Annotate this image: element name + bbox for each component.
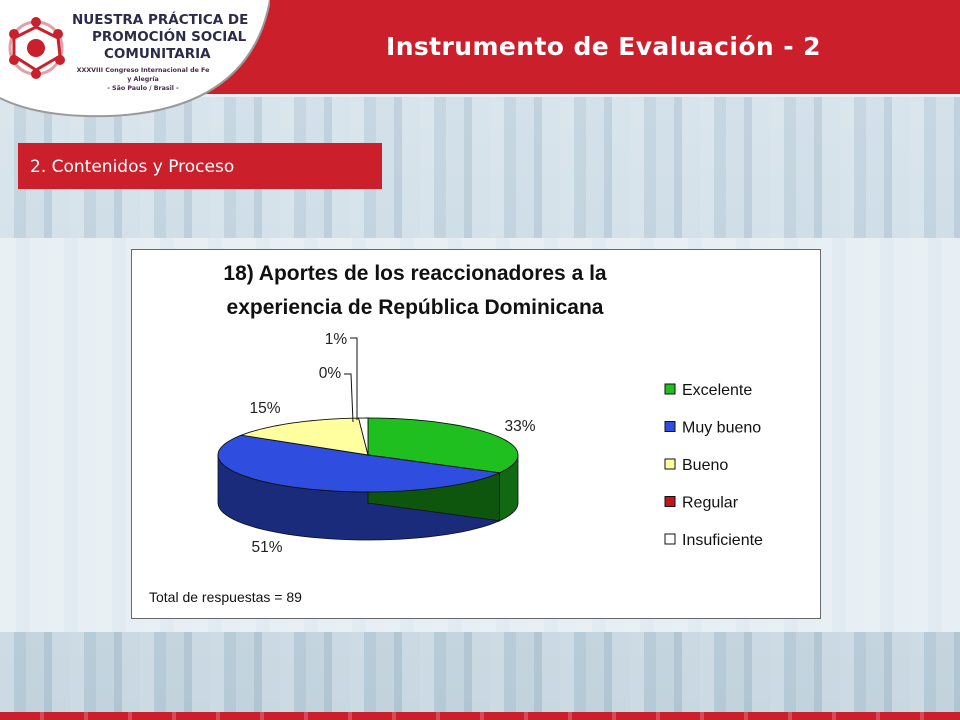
chart-frame: 18) Aportes de los reaccionadores a la e…	[131, 249, 821, 619]
pie-slice-excelente	[367, 417, 519, 474]
logo-line-3: COMUNITARIA	[104, 46, 211, 62]
pie-slice-muy-bueno	[217, 434, 502, 493]
logo-subtitle-1: XXXVIII Congreso Internacional de Fe y A…	[76, 67, 210, 83]
logo-subtitle-2: - São Paulo / Brasil -	[107, 85, 179, 92]
slice-labels: 33% 51% 15% 0% 1%	[249, 331, 535, 556]
slice-label-muy-bueno: 51%	[251, 539, 282, 556]
slice-label-bueno: 15%	[249, 400, 280, 417]
logo: NUESTRA PRÁCTICA DE PROMOCIÓN SOCIAL COM…	[0, 0, 271, 120]
logo-line-2: PROMOCIÓN SOCIAL	[92, 29, 247, 45]
legend: Excelente Muy bueno Bueno Regular Insuficien…	[664, 382, 763, 549]
legend-swatch-bueno	[664, 458, 676, 470]
legend-label-bueno: Bueno	[682, 457, 728, 474]
section-label: 2. Contenidos y Proceso	[30, 157, 235, 177]
legend-swatch-excelente	[664, 383, 676, 395]
logo-emblem	[0, 0, 271, 118]
slice-label-insuficiente: 1%	[325, 331, 348, 348]
legend-swatch-muy-bueno	[664, 421, 676, 432]
slide-title: Instrumento de Evaluación - 2	[386, 32, 821, 61]
chart-title-line-2: experiencia de República Dominicana	[227, 296, 604, 319]
pie-slices	[217, 417, 519, 541]
legend-label-regular: Regular	[682, 495, 739, 512]
pie-slice-bueno	[239, 417, 369, 456]
footer-line	[0, 712, 960, 720]
chart-footnote: Total de respuestas = 89	[149, 589, 302, 605]
chart-title-line-1: 18) Aportes de los reaccionadores a la	[223, 262, 607, 285]
slice-label-excelente: 33%	[504, 418, 535, 435]
logo-line-1: NUESTRA PRÁCTICA DE	[72, 12, 249, 28]
legend-label-insuficiente: Insuficiente	[682, 532, 763, 549]
legend-label-muy-bueno: Muy bueno	[682, 420, 761, 437]
slice-label-regular: 0%	[319, 365, 342, 382]
section-tab: 2. Contenidos y Proceso	[18, 143, 382, 189]
legend-swatch-regular	[664, 496, 676, 507]
logo-wordmark: NUESTRA PRÁCTICA DE PROMOCIÓN SOCIAL COM…	[72, 12, 248, 63]
pie-slice-insuficiente	[358, 417, 369, 456]
leader-line-insuficiente	[350, 337, 358, 420]
legend-label-excelente: Excelente	[682, 382, 752, 399]
logo-subtitle: XXXVIII Congreso Internacional de Fe y A…	[74, 66, 212, 93]
leader-line-regular	[344, 373, 354, 423]
pie-chart: 18) Aportes de los reaccionadores a la e…	[149, 262, 763, 605]
legend-swatch-insuficiente	[664, 533, 676, 545]
